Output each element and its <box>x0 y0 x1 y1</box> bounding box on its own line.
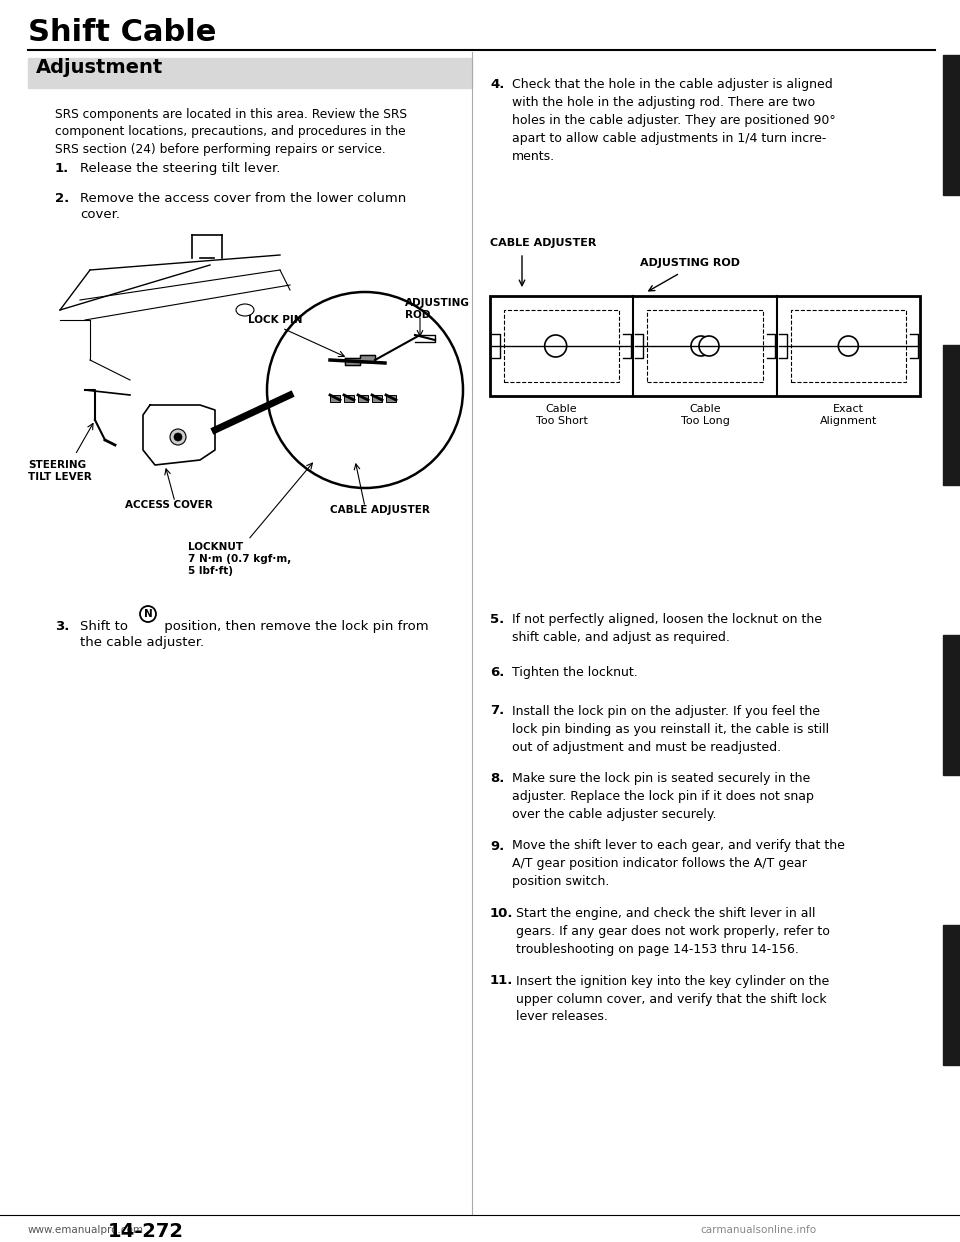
Text: 3.: 3. <box>55 620 69 633</box>
Polygon shape <box>345 355 375 365</box>
Text: 14-272: 14-272 <box>108 1222 184 1241</box>
Text: carmanualsonline.info: carmanualsonline.info <box>700 1225 816 1235</box>
Text: Remove the access cover from the lower column: Remove the access cover from the lower c… <box>80 193 406 205</box>
Bar <box>504 310 619 383</box>
Bar <box>647 310 762 383</box>
Text: Shift to: Shift to <box>80 620 132 633</box>
Text: ACCESS COVER: ACCESS COVER <box>125 501 213 510</box>
Text: Adjustment: Adjustment <box>36 58 163 77</box>
Bar <box>943 345 960 484</box>
Text: the cable adjuster.: the cable adjuster. <box>80 636 204 650</box>
Text: 7.: 7. <box>490 704 504 718</box>
Text: 6.: 6. <box>490 666 504 679</box>
Text: ADJUSTING ROD: ADJUSTING ROD <box>640 258 740 268</box>
Text: 9.: 9. <box>490 840 504 852</box>
Circle shape <box>838 337 858 356</box>
Bar <box>330 395 340 402</box>
Text: Exact
Alignment: Exact Alignment <box>820 404 877 426</box>
Circle shape <box>267 292 463 488</box>
Text: LOCKNUT: LOCKNUT <box>188 542 243 551</box>
Text: Tighten the locknut.: Tighten the locknut. <box>512 666 637 679</box>
Text: 5 lbf·ft): 5 lbf·ft) <box>188 566 233 576</box>
Circle shape <box>544 335 566 356</box>
Text: ADJUSTING: ADJUSTING <box>405 298 469 308</box>
Bar <box>372 395 382 402</box>
Bar <box>943 635 960 775</box>
Text: SRS components are located in this area. Review the SRS
component locations, pre: SRS components are located in this area.… <box>55 108 407 156</box>
Text: Make sure the lock pin is seated securely in the
adjuster. Replace the lock pin : Make sure the lock pin is seated securel… <box>512 773 814 821</box>
Bar <box>386 395 396 402</box>
Text: 1.: 1. <box>55 161 69 175</box>
Bar <box>943 925 960 1064</box>
Bar <box>791 310 906 383</box>
Bar <box>28 58 472 88</box>
Text: If not perfectly aligned, loosen the locknut on the
shift cable, and adjust as r: If not perfectly aligned, loosen the loc… <box>512 614 822 645</box>
Text: Check that the hole in the cable adjuster is aligned
with the hole in the adjust: Check that the hole in the cable adjuste… <box>512 78 836 163</box>
Text: CABLE ADJUSTER: CABLE ADJUSTER <box>490 238 596 248</box>
Circle shape <box>170 428 186 445</box>
Text: CABLE ADJUSTER: CABLE ADJUSTER <box>330 505 430 515</box>
Text: Cable
Too Long: Cable Too Long <box>681 404 730 426</box>
Bar <box>943 55 960 195</box>
Bar <box>490 296 920 396</box>
Text: Install the lock pin on the adjuster. If you feel the
lock pin binding as you re: Install the lock pin on the adjuster. If… <box>512 704 829 754</box>
Circle shape <box>174 433 182 441</box>
Text: 4.: 4. <box>490 78 504 91</box>
Text: Move the shift lever to each gear, and verify that the
A/T gear position indicat: Move the shift lever to each gear, and v… <box>512 840 845 888</box>
Text: 7 N·m (0.7 kgf·m,: 7 N·m (0.7 kgf·m, <box>188 554 291 564</box>
Bar <box>358 395 368 402</box>
Text: 8.: 8. <box>490 773 504 785</box>
Text: LOCK PIN: LOCK PIN <box>248 315 302 325</box>
Text: Cable
Too Short: Cable Too Short <box>536 404 588 426</box>
Circle shape <box>699 337 719 356</box>
Text: Start the engine, and check the shift lever in all
gears. If any gear does not w: Start the engine, and check the shift le… <box>516 907 829 956</box>
Text: Release the steering tilt lever.: Release the steering tilt lever. <box>80 161 280 175</box>
Bar <box>344 395 354 402</box>
Text: ROD: ROD <box>405 310 430 320</box>
Text: 2.: 2. <box>55 193 69 205</box>
Text: cover.: cover. <box>80 207 120 221</box>
Text: N: N <box>144 609 153 619</box>
Text: STEERING: STEERING <box>28 460 86 469</box>
Text: Shift Cable: Shift Cable <box>28 17 216 47</box>
Text: TILT LEVER: TILT LEVER <box>28 472 92 482</box>
Text: www.emanualpro.com: www.emanualpro.com <box>28 1225 144 1235</box>
Text: 5.: 5. <box>490 614 504 626</box>
Text: 11.: 11. <box>490 975 514 987</box>
Text: 10.: 10. <box>490 907 514 920</box>
Circle shape <box>691 337 711 356</box>
Text: Insert the ignition key into the key cylinder on the
upper column cover, and ver: Insert the ignition key into the key cyl… <box>516 975 829 1023</box>
Text: position, then remove the lock pin from: position, then remove the lock pin from <box>160 620 428 633</box>
